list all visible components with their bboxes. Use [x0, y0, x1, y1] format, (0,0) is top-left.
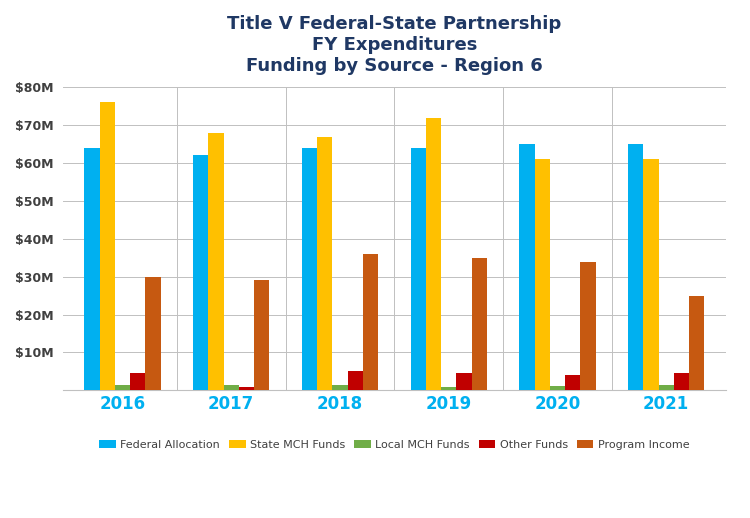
Bar	[146, 277, 160, 391]
Legend: Federal Allocation, State MCH Funds, Local MCH Funds, Other Funds, Program Incom: Federal Allocation, State MCH Funds, Loc…	[94, 435, 694, 454]
Bar	[689, 296, 704, 391]
Bar	[238, 386, 254, 391]
Bar	[550, 386, 565, 391]
Bar	[580, 262, 596, 391]
Bar	[363, 254, 378, 391]
Bar	[674, 373, 689, 391]
Bar	[85, 148, 100, 391]
Bar	[332, 385, 347, 391]
Bar	[426, 118, 441, 391]
Bar	[644, 159, 658, 391]
Bar	[194, 155, 208, 391]
Bar	[628, 144, 644, 391]
Bar	[658, 385, 674, 391]
Bar	[100, 103, 115, 391]
Bar	[130, 373, 146, 391]
Bar	[317, 137, 332, 391]
Bar	[441, 386, 456, 391]
Bar	[472, 258, 487, 391]
Bar	[565, 375, 580, 391]
Bar	[302, 148, 317, 391]
Bar	[456, 373, 472, 391]
Bar	[254, 280, 269, 391]
Title: Title V Federal-State Partnership
FY Expenditures
Funding by Source - Region 6: Title V Federal-State Partnership FY Exp…	[227, 15, 562, 75]
Bar	[535, 159, 550, 391]
Bar	[520, 144, 535, 391]
Bar	[115, 385, 130, 391]
Bar	[347, 371, 363, 391]
Bar	[411, 148, 426, 391]
Bar	[224, 385, 238, 391]
Bar	[209, 133, 224, 391]
